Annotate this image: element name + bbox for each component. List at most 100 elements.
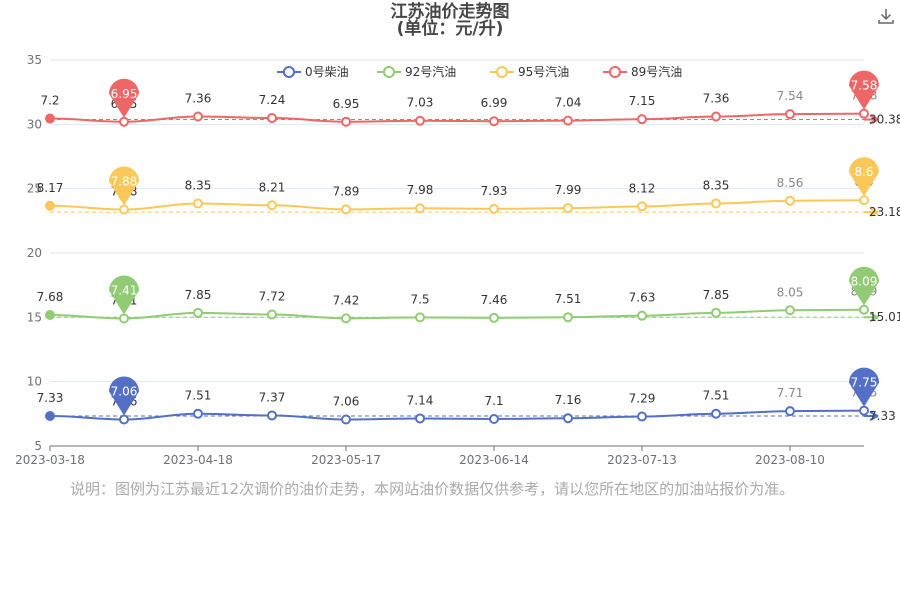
min-pin	[109, 275, 139, 315]
max-pin	[849, 157, 879, 197]
data-point	[563, 203, 573, 214]
average-arrow	[864, 312, 879, 323]
data-label: 7.51	[555, 292, 582, 306]
chart-note: 说明：图例为江苏最近12次调价的油价走势，本网站油价数据仅供参考，请以您所在地区…	[70, 480, 795, 498]
legend-marker	[609, 66, 621, 78]
data-label: 7.71	[777, 386, 804, 400]
x-tick-label: 2023-06-14	[459, 453, 529, 467]
data-point	[341, 414, 351, 425]
data-label: 8.35	[703, 178, 730, 192]
legend-item-0[interactable]: 0号柴油	[277, 65, 349, 79]
y-tick-label: 20	[27, 246, 42, 260]
legend-item-2[interactable]: 95号汽油	[490, 64, 569, 79]
average-arrow	[864, 207, 879, 217]
data-point	[859, 195, 869, 206]
data-label: 7.99	[555, 183, 582, 197]
legend-label: 95号汽油	[518, 64, 569, 79]
data-point	[341, 116, 351, 127]
data-point	[489, 312, 499, 323]
data-label: 8.35	[185, 178, 212, 192]
data-point	[563, 312, 573, 323]
series-line	[49, 112, 865, 123]
data-point	[45, 200, 55, 211]
data-point	[267, 200, 277, 211]
data-label: 7.15	[629, 94, 656, 108]
x-tick-label: 2023-08-10	[755, 453, 825, 467]
series-1: 15.01 7.68 7.41 7.85 7.72 7.42 7.5 7.46 7.51 7.63…	[37, 266, 900, 324]
data-point	[193, 198, 203, 209]
legend-label: 0号柴油	[305, 65, 349, 79]
data-label: 8.05	[777, 285, 804, 299]
data-label: 7.06	[333, 394, 360, 408]
min-label: 7.88	[111, 175, 138, 189]
average-label: 23.18	[869, 205, 900, 219]
download-icon[interactable]	[876, 6, 896, 26]
data-point	[119, 116, 129, 127]
legend: 0号柴油 92号汽油 95号汽油 89号汽油	[277, 64, 682, 79]
data-point	[119, 313, 129, 324]
data-label: 7.72	[259, 290, 286, 304]
data-point	[193, 111, 203, 122]
data-point	[489, 413, 499, 424]
x-tick-label: 2023-03-18	[15, 453, 85, 467]
max-label: 8.09	[851, 275, 878, 289]
data-point	[415, 115, 425, 126]
data-point	[267, 410, 277, 421]
max-pin	[849, 70, 879, 110]
data-label: 8.17	[37, 181, 64, 195]
data-label: 8.56	[777, 176, 804, 190]
data-point	[711, 198, 721, 209]
legend-marker	[283, 66, 295, 78]
series-2: 23.18 8.17 7.88 8.35 8.21 7.89 7.98 7.93 7.99 8.1…	[37, 157, 900, 219]
data-label: 7.03	[407, 96, 434, 110]
legend-item-3[interactable]: 89号汽油	[603, 64, 682, 79]
data-label: 7.14	[407, 393, 434, 407]
data-point	[119, 414, 129, 425]
data-point	[637, 114, 647, 125]
y-tick-label: 15	[27, 310, 42, 324]
max-label: 8.6	[854, 165, 873, 179]
max-label: 7.75	[851, 376, 878, 390]
data-label: 7.54	[777, 89, 804, 103]
data-point	[785, 406, 795, 417]
subtitle-text: (单位：元/升)	[396, 19, 504, 39]
average-label: 30.38	[869, 112, 900, 126]
data-label: 7.51	[185, 389, 212, 403]
min-pin	[109, 376, 139, 416]
max-pin	[849, 266, 879, 306]
data-point	[489, 203, 499, 214]
chart-title: 江苏油价走势图 (单位：元/升)	[0, 4, 900, 38]
data-point	[785, 305, 795, 316]
min-label: 7.41	[111, 283, 138, 297]
data-label: 7.24	[259, 93, 286, 107]
data-label: 7.33	[37, 391, 64, 405]
average-arrow	[864, 114, 879, 125]
average-label: 7.33	[869, 409, 896, 423]
data-point	[45, 113, 55, 124]
data-label: 6.95	[333, 97, 360, 111]
data-label: 7.1	[484, 394, 503, 408]
x-tick-label: 2023-07-13	[607, 453, 677, 467]
average-arrow	[864, 411, 879, 421]
data-point	[415, 413, 425, 424]
data-label: 7.36	[703, 91, 730, 105]
x-tick-label: 2023-05-17	[311, 453, 381, 467]
data-label: 7.16	[555, 393, 582, 407]
legend-item-1[interactable]: 92号汽油	[377, 64, 456, 79]
data-label: 7.68	[37, 290, 64, 304]
data-point	[859, 405, 869, 416]
data-label: 7.51	[703, 389, 730, 403]
data-label: 8.12	[629, 181, 656, 195]
max-pin	[849, 367, 879, 407]
data-point	[415, 203, 425, 214]
series-line	[49, 199, 865, 211]
legend-marker	[383, 66, 395, 78]
data-point	[267, 113, 277, 124]
average-label: 15.01	[869, 310, 900, 324]
title-text: 江苏油价走势图	[390, 2, 510, 22]
data-point	[859, 304, 869, 315]
series-line	[49, 409, 865, 421]
data-point	[341, 313, 351, 324]
data-point	[193, 307, 203, 318]
